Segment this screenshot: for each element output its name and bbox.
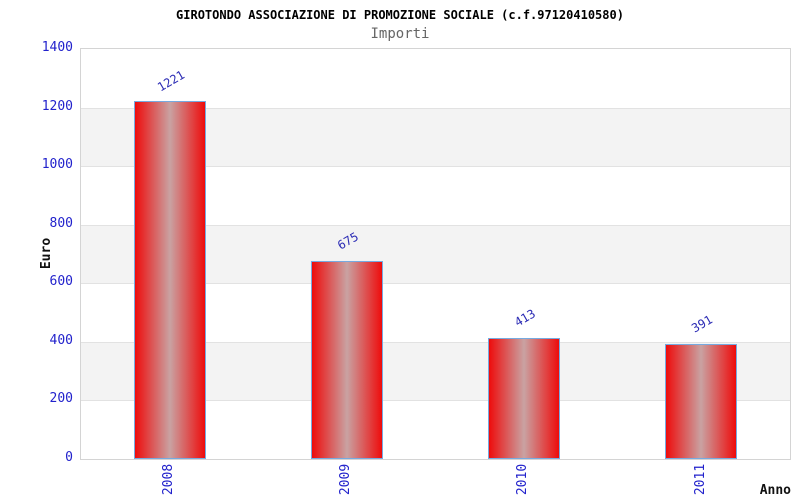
y-tick-label: 0 — [65, 450, 73, 465]
y-tick-label: 1000 — [41, 157, 73, 173]
grid-band — [81, 400, 790, 459]
x-tick-label: 2010 — [514, 462, 532, 496]
chart-subtitle: Importi — [370, 26, 430, 42]
x-axis-label: Anno — [759, 483, 791, 498]
x-tick-label: 2009 — [337, 462, 355, 496]
y-tick-label: 800 — [49, 215, 73, 231]
x-tick-label: 2008 — [160, 462, 178, 496]
grid-band — [81, 49, 790, 108]
bar-2008 — [133, 101, 206, 459]
grid-band — [81, 166, 790, 225]
x-tick-label-text: 2008 — [161, 463, 177, 495]
x-tick-label-text: 2009 — [338, 463, 354, 495]
y-tick-label: 200 — [49, 391, 73, 407]
y-axis-label-text: Euro — [39, 237, 55, 269]
bar-2010 — [488, 338, 561, 459]
bar-2009 — [310, 261, 383, 459]
y-tick-label: 600 — [49, 274, 73, 290]
chart-title: GIROTONDO ASSOCIAZIONE DI PROMOZIONE SOC… — [176, 8, 624, 22]
plot-area — [80, 48, 791, 460]
y-tick-label: 1400 — [41, 40, 73, 55]
bar-2011 — [665, 344, 738, 459]
y-tick-label: 1200 — [41, 98, 73, 114]
x-tick-label-text: 2010 — [515, 463, 531, 495]
y-tick-label: 400 — [49, 332, 73, 348]
grid-band — [81, 283, 790, 342]
